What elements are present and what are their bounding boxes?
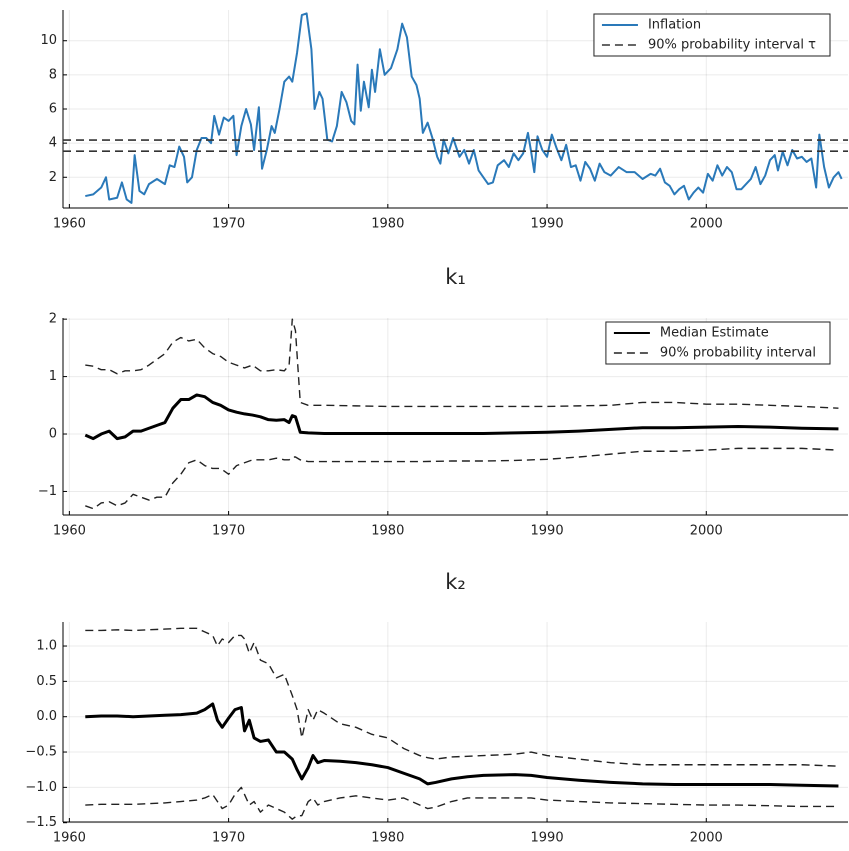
y-tick-label: −1.0 — [25, 780, 57, 795]
x-tick-label: 1960 — [53, 831, 86, 846]
y-tick-label: −1.5 — [25, 815, 57, 830]
y-tick-label: 0.5 — [36, 674, 57, 689]
x-tick-label: 1960 — [53, 524, 86, 539]
legend-label: 90% probability interval τ — [648, 38, 816, 53]
x-tick-label: 1980 — [371, 524, 404, 539]
data-line — [84, 393, 839, 441]
y-tick-label: 2 — [49, 170, 57, 185]
y-tick-label: 0.0 — [36, 709, 57, 724]
x-tick-label: 2000 — [690, 831, 723, 846]
chart-title: k₁ — [445, 265, 466, 289]
data-line — [85, 318, 839, 409]
y-tick-label: −1 — [38, 484, 57, 499]
y-tick-label: 1.0 — [36, 639, 57, 654]
x-tick-label: 1990 — [531, 524, 564, 539]
legend: Median Estimate 90% probability interval — [605, 321, 831, 365]
x-tick-label: 1980 — [371, 831, 404, 846]
data-line — [85, 786, 839, 820]
data-line — [85, 702, 839, 788]
chart-title: k₂ — [445, 570, 466, 594]
y-tick-label: −0.5 — [25, 745, 57, 760]
x-tick-label: 2000 — [690, 217, 723, 232]
y-tick-label: 6 — [49, 102, 57, 117]
y-tick-label: 10 — [40, 33, 57, 48]
y-tick-label: 2 — [49, 312, 57, 327]
x-tick-label: 1990 — [531, 831, 564, 846]
x-tick-label: 1960 — [53, 217, 86, 232]
x-tick-label: 1990 — [531, 217, 564, 232]
x-tick-label: 1980 — [371, 217, 404, 232]
legend-label: Inflation — [648, 18, 701, 33]
data-line — [85, 447, 839, 510]
x-tick-label: 1970 — [212, 217, 245, 232]
y-tick-label: 8 — [49, 67, 57, 82]
data-line — [85, 627, 839, 767]
y-tick-label: 0 — [49, 427, 57, 442]
y-tick-label: 4 — [49, 136, 57, 151]
y-tick-label: 1 — [49, 369, 57, 384]
legend-label: Median Estimate — [660, 326, 769, 341]
legend-box — [593, 13, 831, 57]
legend-label: 90% probability interval — [660, 346, 816, 361]
x-tick-label: 1970 — [212, 524, 245, 539]
data-line — [85, 12, 843, 204]
x-tick-label: 1970 — [212, 831, 245, 846]
legend: Inflation 90% probability interval τ — [593, 13, 831, 57]
x-tick-label: 2000 — [690, 524, 723, 539]
legend-box — [605, 321, 831, 365]
